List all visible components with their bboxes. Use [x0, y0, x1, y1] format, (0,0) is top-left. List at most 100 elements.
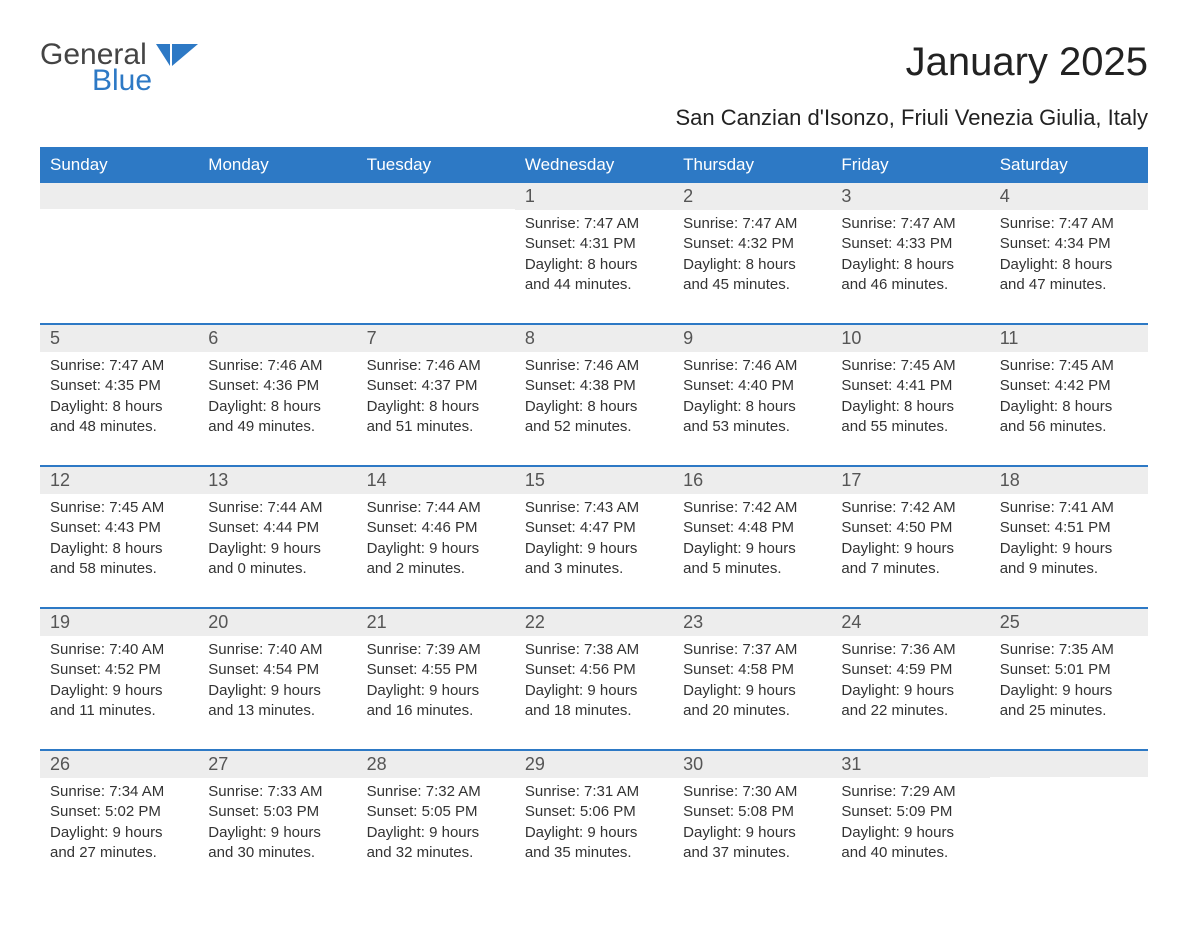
daylight2-text: and 11 minutes. — [50, 701, 188, 721]
sunrise-text: Sunrise: 7:44 AM — [208, 498, 346, 518]
sunset-text: Sunset: 4:38 PM — [525, 376, 663, 396]
daylight1-text: Daylight: 9 hours — [367, 823, 505, 843]
daylight1-text: Daylight: 9 hours — [841, 539, 979, 559]
day-number: 29 — [515, 751, 673, 778]
daylight2-text: and 53 minutes. — [683, 417, 821, 437]
sunset-text: Sunset: 5:02 PM — [50, 802, 188, 822]
daylight1-text: Daylight: 9 hours — [50, 823, 188, 843]
day-header: Saturday — [990, 147, 1148, 183]
daylight2-text: and 18 minutes. — [525, 701, 663, 721]
day-number: 16 — [673, 467, 831, 494]
day-details: Sunrise: 7:41 AMSunset: 4:51 PMDaylight:… — [990, 494, 1148, 579]
calendar: Sunday Monday Tuesday Wednesday Thursday… — [40, 147, 1148, 885]
daylight2-text: and 16 minutes. — [367, 701, 505, 721]
sunset-text: Sunset: 4:59 PM — [841, 660, 979, 680]
daylight1-text: Daylight: 8 hours — [208, 397, 346, 417]
day-details: Sunrise: 7:36 AMSunset: 4:59 PMDaylight:… — [831, 636, 989, 721]
day-header: Wednesday — [515, 147, 673, 183]
sunset-text: Sunset: 4:32 PM — [683, 234, 821, 254]
daylight1-text: Daylight: 8 hours — [1000, 255, 1138, 275]
day-number — [198, 183, 356, 209]
calendar-cell: 13Sunrise: 7:44 AMSunset: 4:44 PMDayligh… — [198, 467, 356, 601]
calendar-week: 19Sunrise: 7:40 AMSunset: 4:52 PMDayligh… — [40, 607, 1148, 743]
daylight2-text: and 5 minutes. — [683, 559, 821, 579]
calendar-cell: 25Sunrise: 7:35 AMSunset: 5:01 PMDayligh… — [990, 609, 1148, 743]
sunrise-text: Sunrise: 7:39 AM — [367, 640, 505, 660]
sunset-text: Sunset: 4:37 PM — [367, 376, 505, 396]
calendar-cell: 6Sunrise: 7:46 AMSunset: 4:36 PMDaylight… — [198, 325, 356, 459]
daylight1-text: Daylight: 9 hours — [683, 539, 821, 559]
sunrise-text: Sunrise: 7:37 AM — [683, 640, 821, 660]
day-number: 7 — [357, 325, 515, 352]
daylight1-text: Daylight: 8 hours — [841, 255, 979, 275]
daylight2-text: and 44 minutes. — [525, 275, 663, 295]
day-details: Sunrise: 7:35 AMSunset: 5:01 PMDaylight:… — [990, 636, 1148, 721]
day-number: 12 — [40, 467, 198, 494]
day-number — [40, 183, 198, 209]
sunrise-text: Sunrise: 7:40 AM — [208, 640, 346, 660]
daylight1-text: Daylight: 8 hours — [50, 397, 188, 417]
calendar-week: 12Sunrise: 7:45 AMSunset: 4:43 PMDayligh… — [40, 465, 1148, 601]
daylight1-text: Daylight: 8 hours — [50, 539, 188, 559]
calendar-header-row: Sunday Monday Tuesday Wednesday Thursday… — [40, 147, 1148, 183]
calendar-cell: 2Sunrise: 7:47 AMSunset: 4:32 PMDaylight… — [673, 183, 831, 317]
daylight2-text: and 27 minutes. — [50, 843, 188, 863]
sunset-text: Sunset: 5:03 PM — [208, 802, 346, 822]
calendar-weeks: 1Sunrise: 7:47 AMSunset: 4:31 PMDaylight… — [40, 183, 1148, 885]
day-details: Sunrise: 7:45 AMSunset: 4:41 PMDaylight:… — [831, 352, 989, 437]
day-details: Sunrise: 7:34 AMSunset: 5:02 PMDaylight:… — [40, 778, 198, 863]
calendar-week: 5Sunrise: 7:47 AMSunset: 4:35 PMDaylight… — [40, 323, 1148, 459]
page: General Blue January 2025 San Canzian d'… — [0, 0, 1188, 925]
day-number: 11 — [990, 325, 1148, 352]
daylight2-text: and 48 minutes. — [50, 417, 188, 437]
sunset-text: Sunset: 4:51 PM — [1000, 518, 1138, 538]
sunrise-text: Sunrise: 7:43 AM — [525, 498, 663, 518]
day-details: Sunrise: 7:44 AMSunset: 4:46 PMDaylight:… — [357, 494, 515, 579]
sunrise-text: Sunrise: 7:42 AM — [683, 498, 821, 518]
sunrise-text: Sunrise: 7:46 AM — [683, 356, 821, 376]
calendar-cell: 24Sunrise: 7:36 AMSunset: 4:59 PMDayligh… — [831, 609, 989, 743]
daylight2-text: and 35 minutes. — [525, 843, 663, 863]
sunrise-text: Sunrise: 7:46 AM — [525, 356, 663, 376]
day-details: Sunrise: 7:39 AMSunset: 4:55 PMDaylight:… — [357, 636, 515, 721]
day-number: 27 — [198, 751, 356, 778]
day-details: Sunrise: 7:47 AMSunset: 4:35 PMDaylight:… — [40, 352, 198, 437]
logo-text-block: General Blue — [40, 40, 152, 96]
day-number: 22 — [515, 609, 673, 636]
daylight2-text: and 22 minutes. — [841, 701, 979, 721]
day-details: Sunrise: 7:29 AMSunset: 5:09 PMDaylight:… — [831, 778, 989, 863]
day-number: 25 — [990, 609, 1148, 636]
sunset-text: Sunset: 4:46 PM — [367, 518, 505, 538]
sunrise-text: Sunrise: 7:47 AM — [525, 214, 663, 234]
calendar-cell-empty — [40, 183, 198, 317]
daylight2-text: and 25 minutes. — [1000, 701, 1138, 721]
daylight2-text: and 3 minutes. — [525, 559, 663, 579]
day-details: Sunrise: 7:30 AMSunset: 5:08 PMDaylight:… — [673, 778, 831, 863]
sunrise-text: Sunrise: 7:32 AM — [367, 782, 505, 802]
logo-text-blue: Blue — [92, 66, 152, 96]
daylight2-text: and 52 minutes. — [525, 417, 663, 437]
day-number: 19 — [40, 609, 198, 636]
sunrise-text: Sunrise: 7:38 AM — [525, 640, 663, 660]
calendar-cell: 5Sunrise: 7:47 AMSunset: 4:35 PMDaylight… — [40, 325, 198, 459]
day-number: 8 — [515, 325, 673, 352]
daylight2-text: and 56 minutes. — [1000, 417, 1138, 437]
day-number: 23 — [673, 609, 831, 636]
calendar-cell: 11Sunrise: 7:45 AMSunset: 4:42 PMDayligh… — [990, 325, 1148, 459]
title-block: January 2025 San Canzian d'Isonzo, Friul… — [675, 40, 1148, 141]
daylight2-text: and 30 minutes. — [208, 843, 346, 863]
day-details: Sunrise: 7:46 AMSunset: 4:40 PMDaylight:… — [673, 352, 831, 437]
daylight2-text: and 2 minutes. — [367, 559, 505, 579]
daylight2-text: and 9 minutes. — [1000, 559, 1138, 579]
daylight2-text: and 20 minutes. — [683, 701, 821, 721]
daylight1-text: Daylight: 8 hours — [525, 255, 663, 275]
daylight2-text: and 46 minutes. — [841, 275, 979, 295]
day-number: 14 — [357, 467, 515, 494]
sunrise-text: Sunrise: 7:30 AM — [683, 782, 821, 802]
header: General Blue January 2025 San Canzian d'… — [40, 40, 1148, 141]
calendar-cell: 28Sunrise: 7:32 AMSunset: 5:05 PMDayligh… — [357, 751, 515, 885]
calendar-cell: 1Sunrise: 7:47 AMSunset: 4:31 PMDaylight… — [515, 183, 673, 317]
sunrise-text: Sunrise: 7:33 AM — [208, 782, 346, 802]
day-number — [357, 183, 515, 209]
daylight2-text: and 47 minutes. — [1000, 275, 1138, 295]
